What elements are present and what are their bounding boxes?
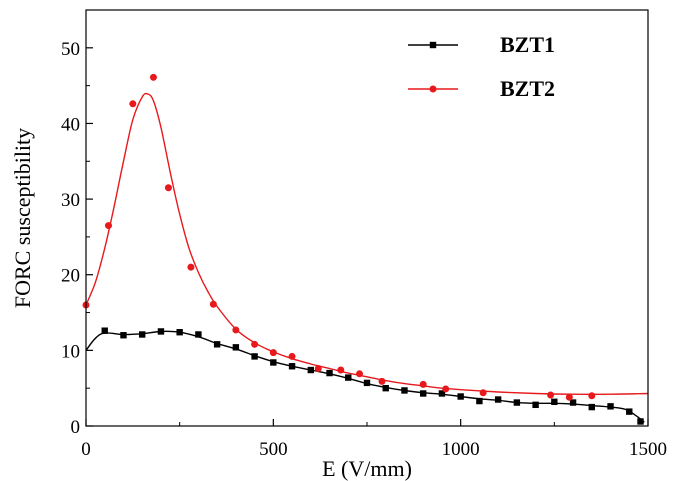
x-axis-label: E (V/mm) — [322, 456, 412, 481]
data-point-bzt2 — [356, 370, 364, 378]
data-point-bzt1 — [476, 397, 483, 405]
axis-ticks — [85, 47, 649, 427]
data-point-bzt1 — [307, 366, 314, 374]
data-point-bzt2 — [314, 365, 322, 373]
legend-marker — [429, 41, 437, 49]
data-point-bzt2 — [164, 184, 172, 192]
legend-entry-bzt1: BZT1 — [408, 32, 555, 57]
data-point-bzt2 — [232, 326, 240, 334]
data-point-bzt1 — [513, 399, 521, 406]
data-point-bzt1 — [438, 390, 446, 397]
data-point-bzt1 — [626, 408, 633, 415]
x-tick-label: 1000 — [442, 439, 480, 460]
data-point-bzt1 — [326, 369, 333, 377]
legend-marker — [429, 85, 437, 93]
plot-frame — [85, 9, 649, 427]
legend-label: BZT2 — [500, 76, 555, 101]
data-point-bzt2 — [588, 392, 596, 400]
data-point-bzt1 — [457, 393, 464, 400]
data-point-bzt1 — [569, 399, 577, 406]
data-point-bzt2 — [547, 391, 555, 399]
data-point-bzt1 — [420, 390, 427, 397]
data-point-bzt1 — [494, 396, 502, 403]
data-point-bzt1 — [213, 341, 221, 348]
y-tick-label: 10 — [61, 341, 80, 362]
data-point-bzt2 — [269, 349, 277, 357]
x-tick-label: 0 — [81, 439, 91, 460]
data-point-bzt1 — [382, 384, 389, 392]
y-tick-label: 0 — [71, 417, 81, 438]
y-tick-label: 30 — [61, 190, 80, 211]
data-point-bzt1 — [157, 328, 165, 335]
data-point-bzt2 — [149, 73, 157, 81]
data-point-bzt1 — [532, 401, 539, 409]
data-point-bzt2 — [419, 380, 427, 388]
data-point-bzt2 — [288, 352, 296, 360]
y-axis-label: FORC susceptibility — [10, 128, 35, 308]
data-point-bzt1 — [139, 331, 146, 338]
data-point-bzt1 — [401, 387, 408, 394]
fit-lines — [85, 92, 649, 423]
data-point-bzt2 — [209, 300, 217, 308]
data-point-bzt2 — [187, 263, 195, 271]
data-point-bzt1 — [288, 363, 296, 370]
data-point-bzt2 — [337, 366, 345, 374]
y-tick-label: 50 — [61, 39, 80, 60]
data-point-bzt2 — [479, 389, 487, 397]
tick-labels: 0 500 1000 1500 0 10 20 30 40 50 — [61, 39, 667, 460]
legend-label: BZT1 — [500, 32, 555, 57]
data-markers — [82, 73, 644, 425]
data-point-bzt1 — [120, 332, 127, 339]
data-point-bzt1 — [270, 359, 277, 366]
y-tick-label: 40 — [61, 114, 80, 135]
x-tick-label: 500 — [259, 439, 288, 460]
data-point-bzt2 — [251, 340, 259, 348]
data-point-bzt1 — [251, 353, 258, 360]
data-point-bzt1 — [232, 344, 240, 351]
data-point-bzt1 — [101, 327, 108, 334]
data-point-bzt1 — [176, 329, 183, 336]
data-point-bzt2 — [442, 385, 450, 393]
data-point-bzt1 — [588, 403, 595, 411]
data-point-bzt2 — [129, 100, 137, 108]
series-line-bzt2 — [85, 92, 649, 396]
x-tick-label: 1500 — [629, 439, 667, 460]
data-point-bzt1 — [363, 379, 371, 387]
data-point-bzt1 — [637, 418, 644, 425]
data-point-bzt1 — [345, 374, 352, 381]
series-points-bzt2 — [82, 73, 596, 401]
data-point-bzt2 — [378, 377, 386, 385]
y-tick-label: 20 — [61, 266, 80, 287]
data-point-bzt1 — [551, 398, 558, 405]
data-point-bzt1 — [607, 403, 614, 410]
legend: BZT1 BZT2 — [408, 32, 555, 101]
series-points-bzt1 — [101, 327, 644, 425]
data-point-bzt2 — [565, 393, 573, 401]
legend-entry-bzt2: BZT2 — [408, 76, 555, 101]
data-point-bzt1 — [195, 331, 202, 338]
data-point-bzt2 — [104, 222, 112, 230]
